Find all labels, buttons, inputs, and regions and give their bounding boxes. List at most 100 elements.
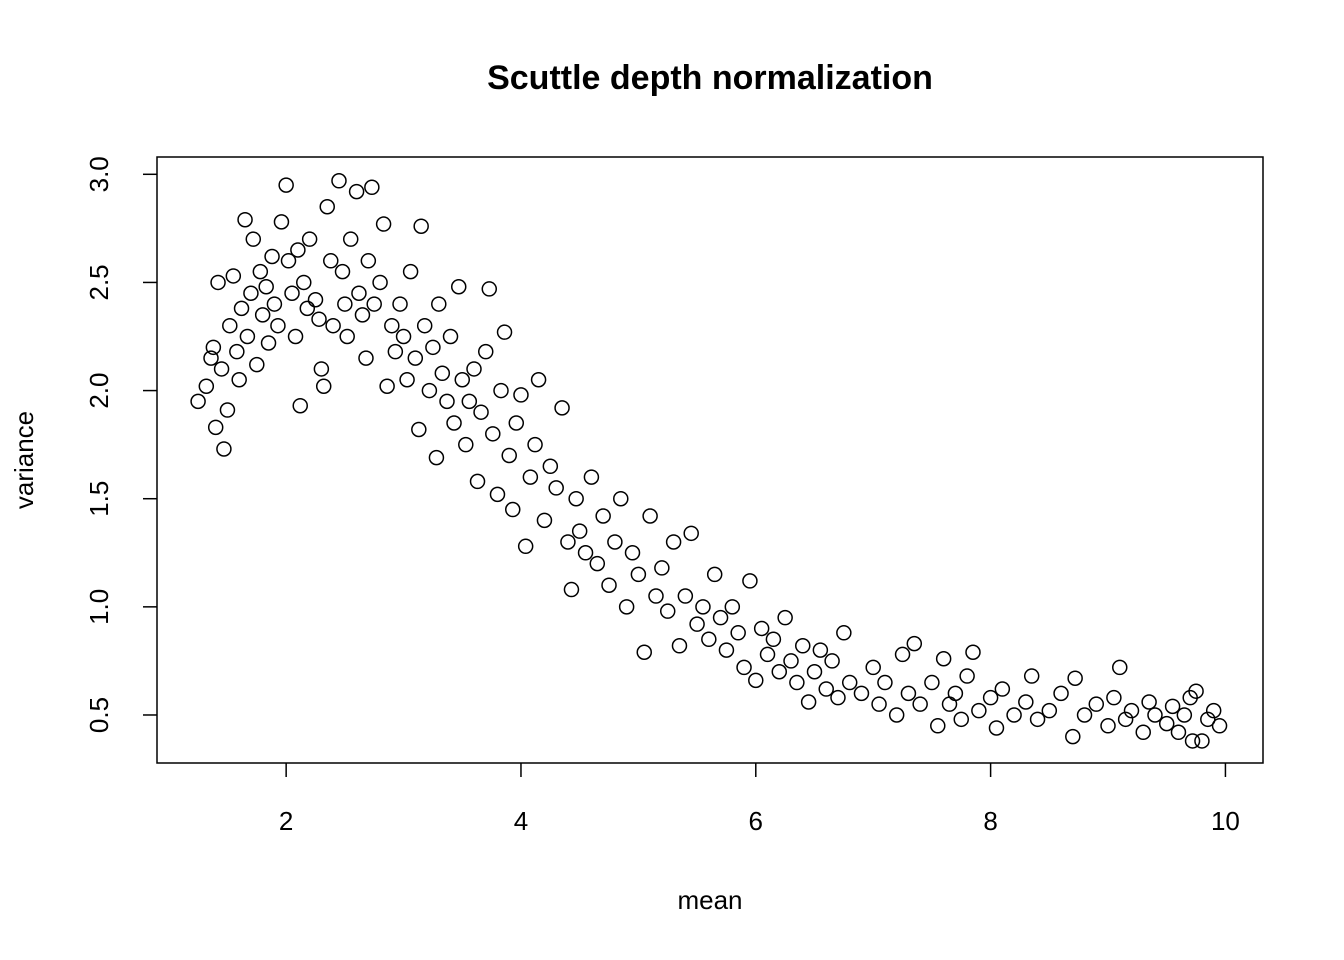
point	[342, 231, 359, 247]
point	[198, 378, 215, 395]
point	[284, 285, 300, 302]
point	[665, 534, 682, 550]
point	[287, 328, 304, 345]
point	[877, 674, 893, 691]
point	[1205, 702, 1222, 719]
point	[1194, 733, 1210, 749]
y-tick-label: 2.5	[84, 264, 114, 300]
point	[527, 436, 543, 453]
point	[806, 663, 823, 680]
point	[273, 214, 290, 230]
point	[824, 653, 840, 669]
point	[307, 291, 324, 308]
point	[595, 508, 611, 524]
point	[219, 402, 236, 418]
point	[1117, 711, 1134, 728]
point	[517, 538, 534, 555]
point	[290, 242, 306, 258]
point	[765, 631, 782, 648]
point	[513, 387, 529, 403]
y-axis-label: variance	[9, 411, 39, 509]
point	[759, 646, 776, 663]
point	[982, 689, 999, 706]
point	[395, 328, 412, 345]
point	[239, 328, 256, 345]
point	[245, 231, 262, 247]
point	[971, 702, 987, 719]
point	[311, 311, 327, 327]
point	[706, 566, 723, 583]
y-tick-label: 2.0	[84, 372, 114, 408]
point	[334, 263, 351, 280]
point	[434, 365, 451, 382]
point	[331, 173, 347, 189]
point	[1100, 718, 1116, 734]
point	[254, 307, 271, 323]
point	[642, 508, 658, 524]
point	[1184, 733, 1201, 749]
point	[1211, 718, 1228, 734]
point	[618, 599, 635, 615]
point	[1023, 668, 1040, 684]
point	[568, 490, 584, 507]
point	[505, 501, 521, 518]
point	[689, 616, 705, 632]
point	[469, 473, 486, 490]
point	[372, 274, 388, 291]
point	[853, 685, 870, 702]
point	[485, 426, 501, 442]
point	[508, 415, 525, 431]
point	[366, 296, 382, 312]
point	[965, 644, 981, 661]
point	[953, 711, 970, 728]
point	[1006, 707, 1022, 723]
point	[454, 372, 471, 388]
point	[865, 659, 881, 676]
point	[270, 317, 286, 334]
point	[364, 179, 380, 196]
point	[947, 685, 964, 702]
point	[783, 653, 799, 669]
point	[1029, 711, 1046, 728]
point	[416, 317, 433, 334]
point	[912, 696, 928, 712]
point	[542, 458, 559, 475]
point	[548, 480, 564, 496]
point	[402, 263, 419, 280]
point	[1200, 711, 1216, 728]
point	[473, 404, 489, 420]
point	[648, 588, 664, 604]
point	[458, 436, 474, 453]
point	[1147, 707, 1163, 723]
point	[712, 609, 729, 626]
point	[266, 296, 283, 312]
point	[358, 350, 374, 366]
point	[203, 350, 219, 366]
point	[571, 523, 588, 539]
point	[301, 231, 318, 247]
point	[613, 490, 629, 507]
point	[190, 393, 206, 410]
point	[636, 644, 653, 661]
point	[683, 525, 699, 542]
point	[935, 651, 952, 667]
point	[906, 635, 923, 652]
point	[530, 372, 547, 388]
point	[258, 279, 274, 295]
point	[1041, 702, 1058, 719]
point	[589, 555, 606, 572]
point	[771, 663, 788, 680]
point	[888, 707, 905, 723]
point	[624, 545, 641, 561]
point	[481, 281, 498, 297]
point	[836, 625, 852, 641]
point	[260, 335, 277, 351]
point	[252, 263, 269, 280]
point	[718, 642, 735, 658]
point	[313, 361, 330, 377]
point	[216, 441, 232, 457]
y-tick-label: 3.0	[84, 156, 114, 192]
point	[375, 216, 392, 232]
point	[428, 449, 445, 466]
x-tick-label: 10	[1211, 806, 1240, 836]
